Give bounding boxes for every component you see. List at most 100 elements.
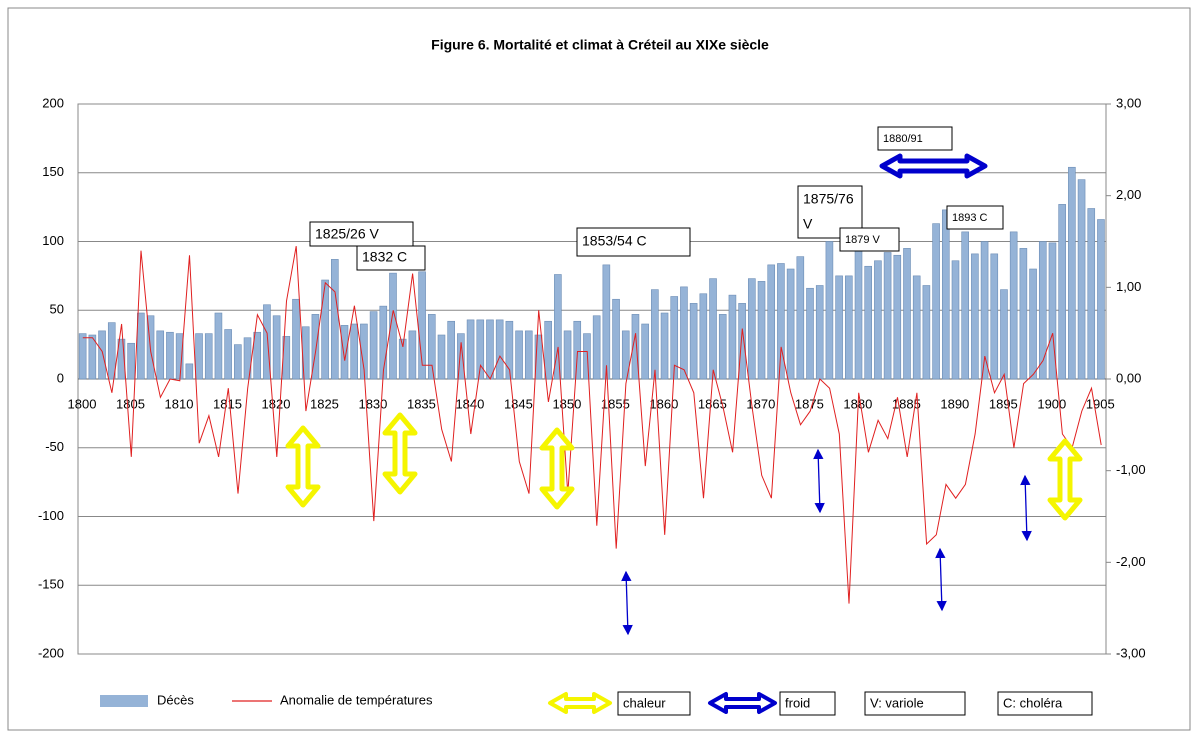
y-tick-label: 0 xyxy=(57,370,64,385)
bar xyxy=(1038,241,1047,380)
y-tick-label: 100 xyxy=(42,233,64,248)
annotation: V xyxy=(803,216,813,232)
bar xyxy=(709,278,717,380)
annotation: 1875/76 xyxy=(803,191,854,207)
period-arrow xyxy=(879,153,988,179)
heat-arrow xyxy=(285,425,321,508)
legend-box xyxy=(864,691,966,716)
x-tick-label: 1805 xyxy=(116,396,145,411)
y2-tick-label: 0,00 xyxy=(1116,370,1141,385)
bar xyxy=(757,281,766,380)
bar xyxy=(718,314,727,380)
bar xyxy=(932,223,940,380)
bar xyxy=(224,329,232,380)
bar xyxy=(893,254,902,380)
heat-arrow xyxy=(382,412,418,495)
bar xyxy=(864,265,872,380)
bar xyxy=(980,241,989,380)
bar xyxy=(602,264,611,380)
bar xyxy=(234,344,242,380)
legend-label: V: variole xyxy=(870,695,924,710)
bar xyxy=(331,259,339,380)
bar xyxy=(883,252,892,380)
bar xyxy=(457,333,465,380)
legend: Décès Anomalie de températures chaleur f… xyxy=(100,691,1093,716)
bar xyxy=(253,331,262,380)
annotation: 1832 C xyxy=(362,249,407,265)
x-tick-label: 1855 xyxy=(601,396,630,411)
bar xyxy=(689,303,698,380)
bar xyxy=(1009,231,1018,380)
bar xyxy=(854,245,863,380)
bar xyxy=(292,298,300,380)
x-tick-label: 1850 xyxy=(552,396,581,411)
legend-label: froid xyxy=(785,695,810,710)
x-tick-label: 1895 xyxy=(989,396,1018,411)
x-tick-label: 1825 xyxy=(310,396,339,411)
heat-arrow xyxy=(539,427,575,510)
annotation-box xyxy=(309,221,414,247)
legend-label: chaleur xyxy=(623,695,666,710)
annotation: 1825/26 V xyxy=(315,226,379,242)
bar xyxy=(806,287,814,380)
temperature-line xyxy=(82,246,1102,604)
bar xyxy=(748,278,756,380)
bar xyxy=(166,331,174,380)
bar xyxy=(563,330,572,380)
y2-tick-label: 1,00 xyxy=(1116,279,1141,294)
bar xyxy=(127,342,135,380)
bar xyxy=(515,330,523,380)
y2-tick-label: -1,00 xyxy=(1116,462,1146,477)
y-tick-label: 50 xyxy=(50,302,64,317)
legend-label: Anomalie de températures xyxy=(280,692,433,707)
bar xyxy=(1077,179,1086,380)
x-tick-label: 1875 xyxy=(795,396,824,411)
bar xyxy=(990,253,999,380)
legend-box xyxy=(779,691,836,716)
bar xyxy=(272,315,281,380)
bar xyxy=(728,294,737,380)
bar xyxy=(1019,248,1028,380)
x-tick-label: 1800 xyxy=(68,396,97,411)
bar xyxy=(1048,242,1057,380)
chart-title: Figure 6. Mortalité et climat à Créteil … xyxy=(431,37,769,53)
bar xyxy=(418,271,426,380)
bar xyxy=(117,338,126,380)
legend-arrow xyxy=(708,692,777,714)
x-tick-label: 1830 xyxy=(358,396,387,411)
y2-tick-label: -3,00 xyxy=(1116,645,1146,660)
bar xyxy=(903,248,911,380)
y2-tick-label: 3,00 xyxy=(1116,95,1141,110)
bar xyxy=(941,209,950,380)
bar xyxy=(845,275,853,380)
bar xyxy=(738,303,746,380)
y-tick-label: -200 xyxy=(38,645,64,660)
x-tick-label: 1835 xyxy=(407,396,436,411)
x-tick-label: 1860 xyxy=(649,396,678,411)
bar xyxy=(137,312,145,380)
legend-label: C: choléra xyxy=(1003,695,1063,710)
bar xyxy=(1029,268,1037,380)
plot-area: -200 -150 -100 -50 0 50 100 150 200 -3,00 -2,00 -1,… xyxy=(38,95,1146,660)
x-tick-label: 1905 xyxy=(1086,396,1115,411)
cold-arrow xyxy=(813,448,825,514)
bar xyxy=(340,325,349,380)
x-tick-label: 1820 xyxy=(262,396,291,411)
heat-arrow xyxy=(1047,438,1083,521)
bar xyxy=(815,285,824,380)
x-tick-label: 1815 xyxy=(213,396,242,411)
annotation-box xyxy=(576,227,691,257)
annotation-box xyxy=(877,126,953,151)
bar xyxy=(835,275,843,380)
bar xyxy=(243,337,252,380)
bar xyxy=(621,330,630,380)
bar xyxy=(214,312,223,380)
bar xyxy=(107,322,116,380)
bar xyxy=(660,312,669,380)
annotation-box xyxy=(839,227,900,252)
bar xyxy=(651,289,659,380)
annotation-box xyxy=(946,205,1004,230)
bar xyxy=(156,330,165,380)
bar xyxy=(398,338,407,380)
bar xyxy=(505,320,514,380)
